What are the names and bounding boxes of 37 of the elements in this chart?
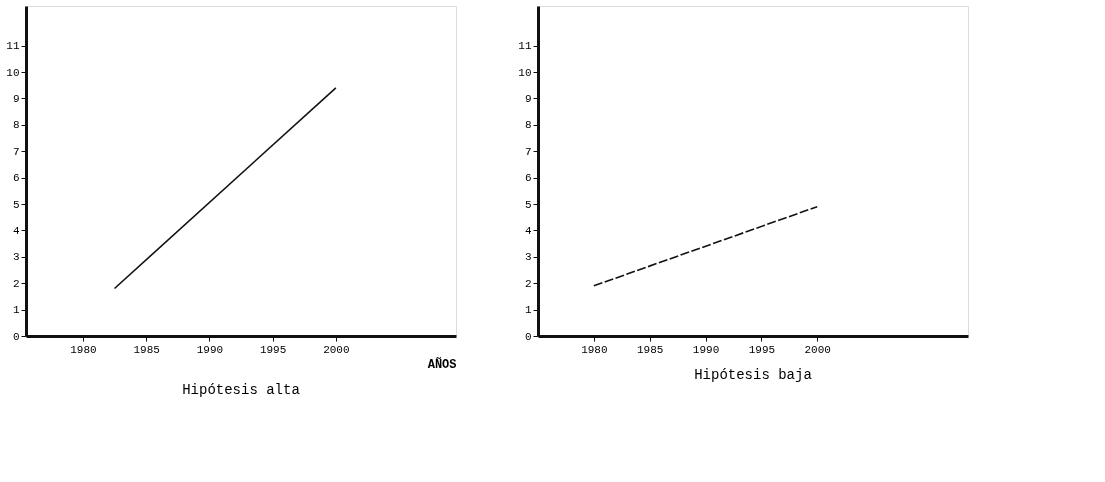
x-tick-label: 1990 — [692, 343, 720, 356]
y-tick-label: 7 — [524, 145, 532, 158]
y-tick-label: 8 — [524, 119, 532, 132]
y-tick-label: 5 — [12, 198, 20, 211]
y-tick-label: 3 — [524, 251, 532, 264]
y-tick-label: 2 — [524, 277, 532, 290]
y-tick-label: 0 — [524, 330, 532, 343]
y-tick-label: 8 — [12, 119, 20, 132]
y-tick-label: 4 — [12, 224, 20, 237]
y-tick-label: 11 — [6, 40, 20, 53]
y-tick-label: 7 — [12, 145, 20, 158]
y-tick-label: 0 — [12, 330, 20, 343]
y-tick-label: 1 — [524, 304, 532, 317]
x-tick-label: 1995 — [748, 343, 776, 356]
x-tick-label: 1980 — [70, 343, 97, 356]
x-tick-label: 1995 — [259, 343, 287, 356]
x-tick-label: 1980 — [581, 343, 608, 356]
x-tick-label: 1985 — [636, 343, 664, 356]
x-tick-label: 2000 — [323, 343, 350, 356]
y-tick-label: 10 — [6, 66, 20, 79]
y-tick-label: 11 — [518, 40, 532, 53]
y-tick-label: 6 — [524, 172, 532, 185]
y-tick-label: 3 — [12, 251, 20, 264]
y-tick-label: 2 — [12, 277, 20, 290]
x-tick-label: 1990 — [196, 343, 224, 356]
y-tick-label: 6 — [12, 172, 20, 185]
x-tick-label: 2000 — [804, 343, 831, 356]
y-tick-label: 1 — [12, 304, 20, 317]
y-tick-label: 4 — [524, 224, 532, 237]
text: Hipótesis baja — [694, 367, 812, 383]
text: Hipótesis alta — [182, 382, 300, 398]
y-tick-label: 9 — [12, 92, 20, 105]
y-tick-label: 10 — [518, 66, 532, 79]
x-axis-title: AÑOS — [427, 356, 457, 372]
x-tick-label: 1985 — [133, 343, 160, 356]
y-tick-label: 5 — [524, 198, 532, 211]
y-tick-label: 9 — [524, 92, 532, 105]
